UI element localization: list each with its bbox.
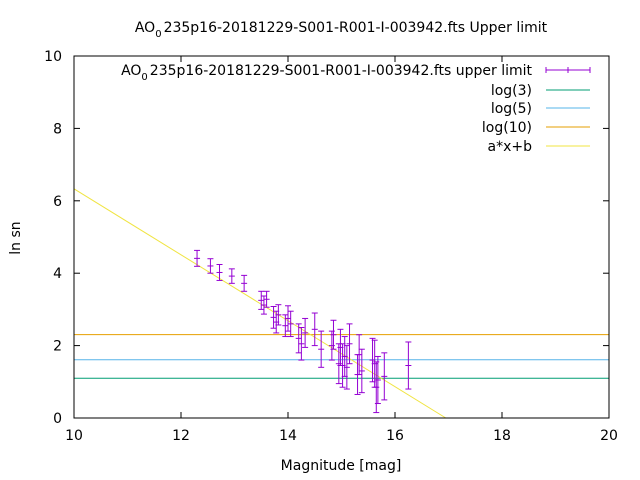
x-tick-label: 16 [386,428,404,444]
data-point [275,304,282,326]
x-tick-label: 18 [493,428,511,444]
x-axis-label: Magnitude [mag] [281,458,402,474]
chart-title: AO0 235p16-20181229-S001-R001-I-003942.ft… [135,20,548,40]
y-tick-label: 0 [53,411,62,427]
data-point [302,317,309,348]
legend-entry-fit: a*x+b [488,139,590,155]
data-point [374,355,381,405]
data-point [207,258,214,274]
legend-entry-data: AO0 235p16-20181229-S001-R001-I-003942.ft… [121,63,591,83]
data-point [330,319,337,350]
data-point [216,264,223,281]
legend-swatch-data [545,67,591,73]
data-point [358,348,365,394]
x-ticks: 10 12 14 16 18 20 [65,56,618,444]
legend-label-fit: a*x+b [488,139,533,155]
data-point [263,290,270,308]
data-point [287,310,294,338]
data-point [343,345,350,390]
data-point [318,330,325,368]
legend: AO0 235p16-20181229-S001-R001-I-003942.ft… [121,63,591,155]
data-point [260,295,267,315]
data-point [270,306,277,329]
data-point [381,352,388,401]
y-tick-label: 8 [53,121,62,137]
y-tick-label: 4 [53,266,62,282]
y-tick-label: 2 [53,339,62,355]
data-point [258,290,265,310]
x-tick-label: 12 [172,428,190,444]
legend-entry-log10: log(10) [482,120,590,136]
y-tick-label: 6 [53,194,62,210]
legend-entry-log3: log(3) [491,83,590,99]
data-point [241,274,248,292]
fit-line [73,188,447,419]
x-tick-label: 14 [279,428,297,444]
fit-line-path [73,188,447,419]
hlines [74,334,609,379]
data-point [356,334,363,376]
data-point [298,327,305,361]
data-points [194,249,412,414]
data-point [285,305,291,332]
data-point [295,323,302,354]
data-point [405,341,412,390]
y-tick-label: 10 [44,49,62,65]
data-point [194,249,201,267]
data-point [228,268,235,284]
x-tick-label: 10 [65,428,83,444]
legend-label-log3: log(3) [491,83,532,99]
legend-label-log5: log(5) [491,101,532,117]
plot-frame [73,55,610,419]
x-tick-label: 20 [600,428,618,444]
legend-label-log10: log(10) [482,120,532,136]
data-point [311,312,318,347]
legend-entry-log5: log(5) [491,101,590,117]
data-point [346,323,353,365]
y-axis-label: ln sn [8,221,24,254]
y-ticks: 0 2 4 6 8 10 [44,49,609,427]
legend-label-data: AO0 235p16-20181229-S001-R001-I-003942.ft… [121,63,532,83]
